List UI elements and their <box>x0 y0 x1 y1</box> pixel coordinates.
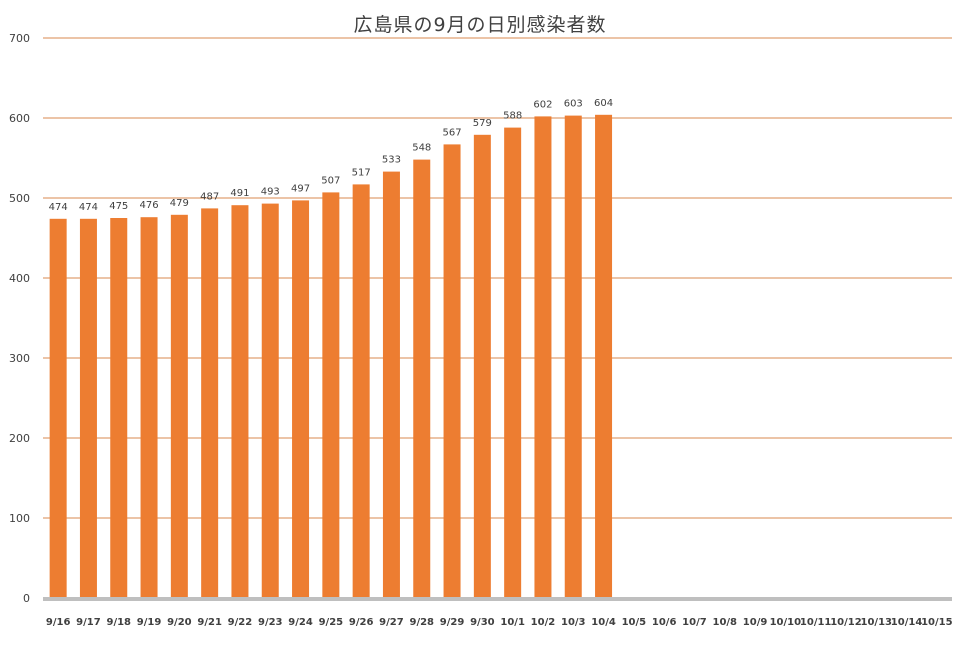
x-tick-label: 9/19 <box>137 617 162 628</box>
data-label: 474 <box>79 202 98 213</box>
bar <box>170 214 188 599</box>
x-tick-label: 10/13 <box>861 617 893 628</box>
x-tick-label: 9/24 <box>288 617 313 628</box>
bar <box>443 144 461 598</box>
bar <box>534 116 552 599</box>
bar <box>231 205 249 598</box>
y-tick-label: 0 <box>23 592 30 605</box>
x-tick-label: 9/28 <box>409 617 434 628</box>
data-label: 533 <box>382 155 401 166</box>
x-tick-label: 9/17 <box>76 617 101 628</box>
bar <box>564 115 582 598</box>
gridlines <box>43 37 952 519</box>
x-tick-label: 10/1 <box>500 617 525 628</box>
bar <box>413 159 431 598</box>
bar <box>504 127 522 598</box>
data-label: 493 <box>261 187 280 198</box>
x-tick-label: 9/30 <box>470 617 495 628</box>
x-tick-label: 10/10 <box>770 617 802 628</box>
bars <box>49 114 613 599</box>
bar <box>110 218 128 598</box>
x-tick-label: 9/20 <box>167 617 192 628</box>
data-label: 517 <box>352 167 371 178</box>
x-tick-label: 9/29 <box>440 617 465 628</box>
x-tick-label: 9/27 <box>379 617 404 628</box>
data-label: 487 <box>200 191 219 202</box>
x-tick-label: 10/8 <box>712 617 737 628</box>
y-tick-label: 100 <box>9 512 30 525</box>
x-axis <box>43 597 952 601</box>
bar <box>79 218 97 599</box>
data-label: 603 <box>564 99 583 110</box>
x-tick-label: 9/23 <box>258 617 283 628</box>
data-label: 604 <box>594 98 613 109</box>
x-tick-label: 9/26 <box>349 617 374 628</box>
y-axis-ticks: 0 100 200 300 400 500 600 700 <box>9 32 30 605</box>
bar <box>352 184 370 598</box>
x-tick-label: 10/15 <box>921 617 953 628</box>
x-tick-label: 9/16 <box>46 617 71 628</box>
bar <box>473 134 491 599</box>
chart-title: 広島県の9月の日別感染者数 <box>353 14 607 36</box>
data-label: 479 <box>170 198 189 209</box>
data-label: 548 <box>412 143 431 154</box>
y-tick-label: 500 <box>9 192 30 205</box>
x-tick-label: 9/18 <box>106 617 131 628</box>
data-label: 579 <box>473 118 492 129</box>
data-label: 491 <box>230 188 249 199</box>
data-label: 588 <box>503 111 522 122</box>
x-tick-label: 9/21 <box>197 617 222 628</box>
x-tick-label: 10/5 <box>622 617 647 628</box>
x-axis-line <box>43 597 952 601</box>
bar <box>49 218 67 599</box>
x-tick-label: 10/2 <box>531 617 556 628</box>
x-tick-label: 10/6 <box>652 617 677 628</box>
y-tick-label: 200 <box>9 432 30 445</box>
y-tick-label: 400 <box>9 272 30 285</box>
x-tick-label: 9/22 <box>228 617 253 628</box>
bar <box>261 203 279 598</box>
bar <box>292 200 310 598</box>
x-tick-label: 10/7 <box>682 617 707 628</box>
data-label: 602 <box>533 99 552 110</box>
data-label: 507 <box>321 175 340 186</box>
bar <box>201 208 219 598</box>
x-tick-label: 10/9 <box>743 617 768 628</box>
data-label: 567 <box>443 127 462 138</box>
x-tick-label: 10/4 <box>591 617 616 628</box>
y-tick-label: 300 <box>9 352 30 365</box>
bar <box>140 217 158 598</box>
y-tick-label: 700 <box>9 32 30 45</box>
bar <box>595 114 613 599</box>
bar <box>382 171 400 598</box>
data-label: 474 <box>49 202 68 213</box>
data-label: 497 <box>291 183 310 194</box>
x-tick-label: 10/11 <box>800 617 832 628</box>
data-label: 475 <box>109 201 128 212</box>
x-tick-label: 10/14 <box>891 617 923 628</box>
x-tick-label: 9/25 <box>319 617 344 628</box>
data-label: 476 <box>140 200 159 211</box>
y-tick-label: 600 <box>9 112 30 125</box>
x-tick-label: 10/3 <box>561 617 586 628</box>
data-labels: 474 474 475 476 479 487 491 493 497 507 517 533 548 5… <box>49 98 613 213</box>
x-axis-ticks: 9/16 9/17 9/18 9/19 9/20 9/21 9/22 9/23 9/24 9/25… <box>46 617 953 628</box>
bar <box>322 192 340 598</box>
x-tick-label: 10/12 <box>830 617 862 628</box>
